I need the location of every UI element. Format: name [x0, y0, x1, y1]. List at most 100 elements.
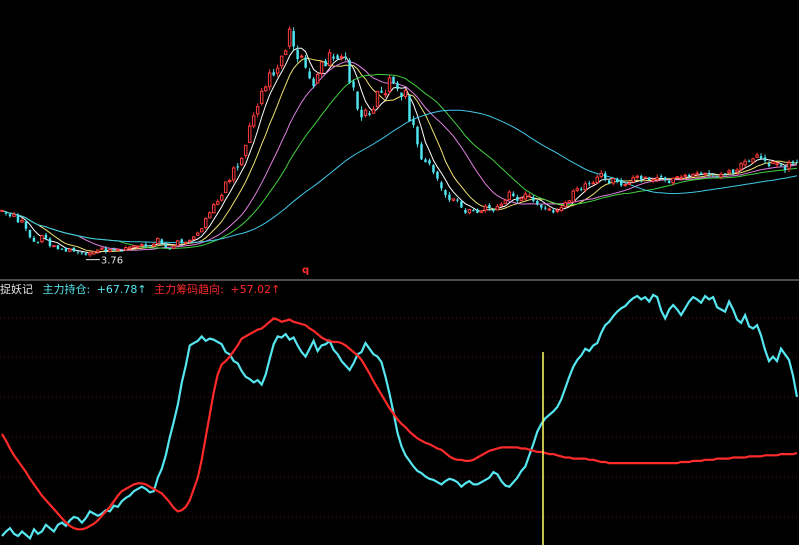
candle-body — [456, 199, 459, 201]
candle-body — [464, 209, 467, 213]
candle-body — [251, 115, 256, 127]
candle-body — [112, 249, 116, 251]
candle-body — [263, 86, 268, 92]
candle-body — [588, 183, 591, 185]
candle-body — [124, 247, 128, 251]
candle-body — [360, 109, 363, 118]
candle-body — [348, 60, 351, 83]
candle-body — [687, 174, 691, 177]
candle-body — [767, 163, 771, 167]
candle-body — [168, 248, 172, 250]
candle-body — [136, 245, 140, 248]
candle-body — [472, 210, 475, 212]
candle-body — [363, 109, 368, 116]
candle-body — [315, 73, 320, 84]
candle-body — [516, 197, 519, 201]
candle-body — [536, 200, 539, 205]
candle-body — [292, 31, 295, 47]
candle-body — [583, 183, 588, 191]
candle-body — [627, 182, 631, 185]
candle-body — [779, 164, 783, 166]
candle-body — [532, 197, 535, 201]
candle-body — [299, 55, 304, 58]
candle-body — [655, 177, 659, 180]
candle-body — [787, 162, 791, 170]
candle-body — [156, 237, 160, 244]
candle-body — [68, 248, 72, 252]
candle-body — [116, 248, 120, 251]
candle-body — [279, 55, 284, 67]
candle-body — [132, 245, 136, 248]
candle-body — [84, 253, 88, 255]
candle-body — [619, 180, 623, 186]
candle-body — [552, 210, 555, 213]
candle-body — [247, 125, 252, 144]
candle-body — [707, 172, 711, 175]
candle-body — [739, 163, 743, 170]
candle-body — [428, 160, 431, 164]
marker-q: q — [302, 265, 309, 276]
candle-body — [324, 60, 327, 67]
candle-body — [308, 71, 311, 79]
candle-body — [344, 56, 347, 58]
candle-body — [352, 81, 355, 88]
candle-body — [763, 157, 767, 161]
candle-body — [192, 236, 196, 240]
candle-body — [380, 90, 383, 93]
candle-body — [275, 67, 280, 74]
candle-body — [383, 93, 388, 96]
candle-body — [540, 204, 543, 208]
candle-body — [339, 56, 344, 59]
candle-body — [412, 119, 415, 126]
candle-body — [451, 198, 456, 201]
candle-body — [663, 177, 667, 181]
candle-body — [503, 199, 508, 204]
candle-body — [795, 162, 799, 164]
candle-body — [184, 241, 188, 244]
candle-body — [387, 77, 392, 93]
candle-body — [356, 91, 359, 110]
candle-body — [304, 57, 307, 68]
candle-body — [80, 252, 84, 254]
candle-body — [639, 175, 643, 180]
candle-body — [783, 166, 787, 170]
candle-body — [104, 248, 108, 252]
candle-body — [659, 176, 663, 178]
candle-body — [312, 78, 315, 87]
candle-body — [8, 214, 12, 217]
candle-body — [332, 56, 335, 59]
candle-body — [223, 181, 228, 193]
candle-body — [571, 190, 576, 203]
candle-body — [495, 206, 500, 211]
candle-body — [36, 241, 40, 243]
candle-body — [675, 176, 679, 179]
candle-body — [188, 239, 192, 242]
candle-body — [403, 89, 408, 97]
candle-body — [755, 154, 759, 158]
candle-body — [727, 170, 731, 174]
candle-body — [595, 176, 599, 184]
candle-body — [64, 248, 68, 252]
candle-body — [771, 161, 775, 165]
candle-body — [460, 201, 463, 208]
candle-body — [567, 200, 572, 203]
candle-body — [40, 235, 44, 243]
candle-body — [371, 108, 376, 114]
series-main-holding — [1, 293, 799, 541]
candle-body — [196, 232, 200, 236]
candle-body — [527, 195, 532, 198]
candle-body — [227, 180, 232, 183]
candle-body — [703, 172, 707, 175]
candle-body — [408, 95, 411, 122]
candle-body — [236, 166, 239, 168]
candle-body — [483, 205, 488, 211]
candle-body — [563, 202, 568, 208]
candle-body — [48, 238, 52, 247]
candle-body — [32, 237, 36, 242]
candle-body — [211, 204, 216, 214]
candle-body — [611, 178, 615, 184]
candle-body — [615, 178, 619, 182]
candle-body — [635, 175, 639, 178]
